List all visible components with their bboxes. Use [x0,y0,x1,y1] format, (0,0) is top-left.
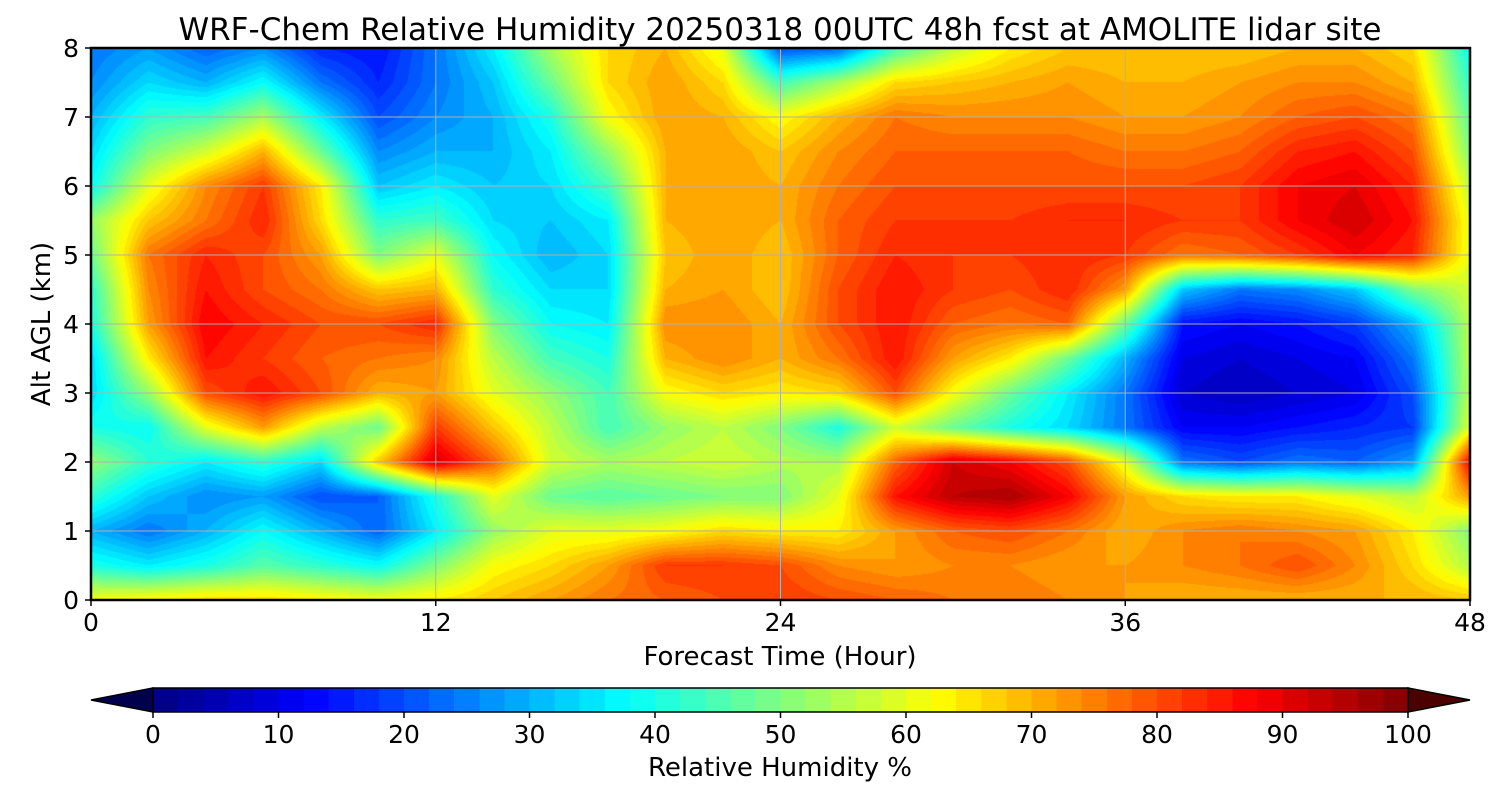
y-tick-label: 0 [63,586,79,615]
x-axis-label: Forecast Time (Hour) [643,642,916,672]
y-tick-label: 1 [63,517,79,546]
colorbar-tick-label: 50 [765,720,797,749]
x-tick-label: 24 [765,608,797,637]
x-tick-label: 48 [1454,608,1486,637]
y-tick-label: 5 [63,241,79,270]
colorbar-ticks: 0 10 20 30 40 50 60 70 80 90 100 [145,712,1432,749]
x-tick-label: 12 [420,608,452,637]
colorbar: 0 10 20 30 40 50 60 70 80 90 100 Relative Humidity… [90,687,1471,783]
y-axis-label: Alt AGL (km) [27,242,57,406]
colorbar-tick-label: 20 [388,720,420,749]
colorbar-tick-label: 0 [145,720,161,749]
colorbar-tick-label: 100 [1384,720,1432,749]
y-tick-label: 3 [63,379,79,408]
y-tick-label: 8 [63,34,79,63]
y-tick-label: 2 [63,448,79,477]
colorbar-tick-label: 80 [1141,720,1173,749]
x-tick-label: 36 [1109,608,1141,637]
colorbar-tick-label: 30 [514,720,546,749]
colorbar-label: Relative Humidity % [648,753,912,783]
colorbar-tick-label: 90 [1267,720,1299,749]
colorbar-tick-label: 70 [1016,720,1048,749]
colorbar-extend-low [90,687,154,713]
y-tick-label: 4 [63,310,79,339]
y-tick-label: 6 [63,172,79,201]
x-axis: 0 12 24 36 48 [83,600,1486,637]
x-tick-label: 0 [83,608,99,637]
colorbar-tick-label: 10 [263,720,295,749]
colorbar-tick-label: 60 [890,720,922,749]
chart-title: WRF-Chem Relative Humidity 20250318 00UT… [178,12,1381,48]
colorbar-scale [153,688,1408,712]
colorbar-extend-high [1407,687,1471,713]
plot-area [89,46,1472,602]
y-axis: 0 1 2 3 4 5 6 7 8 [63,34,91,615]
colorbar-tick-label: 40 [639,720,671,749]
y-tick-label: 7 [63,103,79,132]
